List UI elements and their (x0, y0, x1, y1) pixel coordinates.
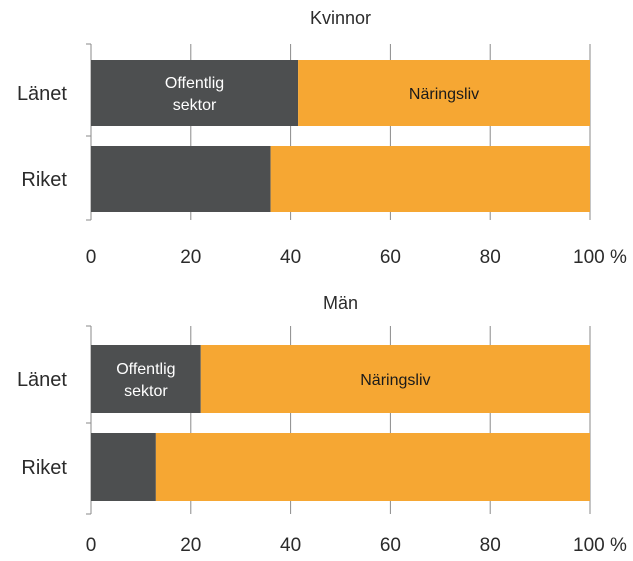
bar-naringsliv (200, 345, 590, 413)
bar-inner-label: sektor (124, 383, 168, 400)
x-tick-label: 100 % (573, 535, 627, 556)
x-tick-label: 40 (280, 535, 301, 556)
x-tick-label: 0 (86, 535, 97, 556)
bar-inner-label: Näringsliv (409, 86, 479, 103)
bar-offentlig-sektor (91, 433, 156, 501)
category-label: Riket (21, 457, 67, 479)
x-tick-label: 80 (480, 535, 501, 556)
bar-inner-label: sektor (173, 97, 217, 114)
x-tick-label: 20 (180, 535, 201, 556)
bar-naringsliv (270, 146, 590, 212)
chart-title: Kvinnor (310, 8, 371, 28)
bar-naringsliv (155, 433, 590, 501)
x-tick-label: 60 (380, 535, 401, 556)
category-label: Riket (21, 169, 67, 191)
x-tick-label: 60 (380, 247, 401, 268)
x-tick-label: 20 (180, 247, 201, 268)
category-label: Länet (17, 369, 67, 391)
bar-offentlig-sektor (91, 60, 299, 126)
x-tick-label: 80 (480, 247, 501, 268)
x-tick-label: 100 % (573, 247, 627, 268)
bar-naringsliv (298, 60, 590, 126)
category-label: Länet (17, 83, 67, 105)
bar-inner-label: Offentlig (165, 75, 224, 92)
x-tick-label: 0 (86, 247, 97, 268)
bar-inner-label: Offentlig (116, 361, 175, 378)
bar-inner-label: Näringsliv (360, 372, 430, 389)
bar-offentlig-sektor (91, 345, 201, 413)
x-tick-label: 40 (280, 247, 301, 268)
bar-offentlig-sektor (91, 146, 271, 212)
chart-title: Män (323, 293, 358, 313)
